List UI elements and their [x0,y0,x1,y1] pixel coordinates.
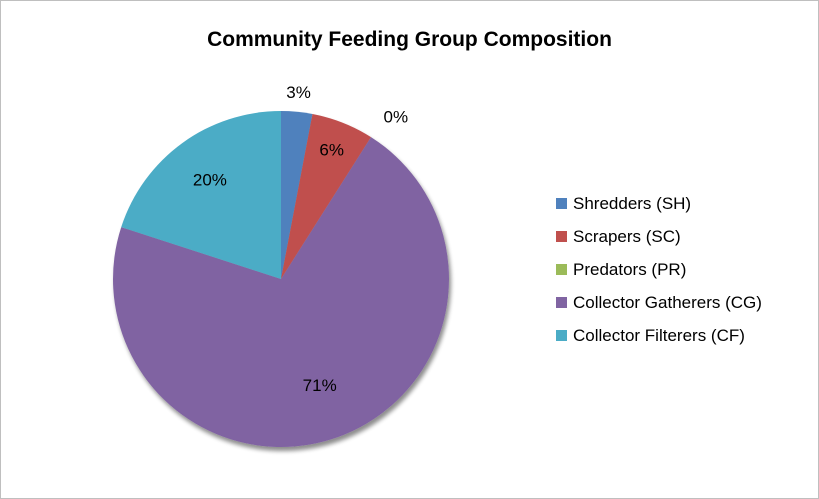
legend-swatch-collector-filterers [556,330,567,341]
slice-collector-filterers [121,111,281,279]
legend-item-scrapers: Scrapers (SC) [556,225,762,248]
legend: Shredders (SH) Scrapers (SC) Predators (PR… [556,192,762,357]
data-label-scrapers: 6% [319,140,344,159]
data-label-shredders: 3% [286,83,311,102]
legend-label-predators: Predators (PR) [573,259,687,279]
legend-swatch-shredders [556,198,567,209]
slice-scrapers [281,113,372,279]
slice-shredders [281,111,313,279]
data-label-collector-gatherers: 71% [303,376,337,395]
legend-item-collector-filterers: Collector Filterers (CF) [556,324,762,347]
legend-label-scrapers: Scrapers (SC) [573,226,681,246]
legend-swatch-collector-gatherers [556,297,567,308]
legend-item-collector-gatherers: Collector Gatherers (CG) [556,291,762,314]
legend-item-shredders: Shredders (SH) [556,192,762,215]
chart-title: Community Feeding Group Composition [207,28,612,51]
data-label-predators: 0% [384,108,409,127]
legend-swatch-scrapers [556,231,567,242]
legend-label-shredders: Shredders (SH) [573,193,692,213]
slice-collector-gatherers [112,137,449,448]
data-label-collector-filterers: 20% [193,171,227,190]
legend-label-collector-filterers: Collector Filterers (CF) [573,325,745,345]
legend-item-predators: Predators (PR) [556,258,762,281]
legend-label-collector-gatherers: Collector Gatherers (CG) [573,292,762,312]
legend-swatch-predators [556,264,567,275]
